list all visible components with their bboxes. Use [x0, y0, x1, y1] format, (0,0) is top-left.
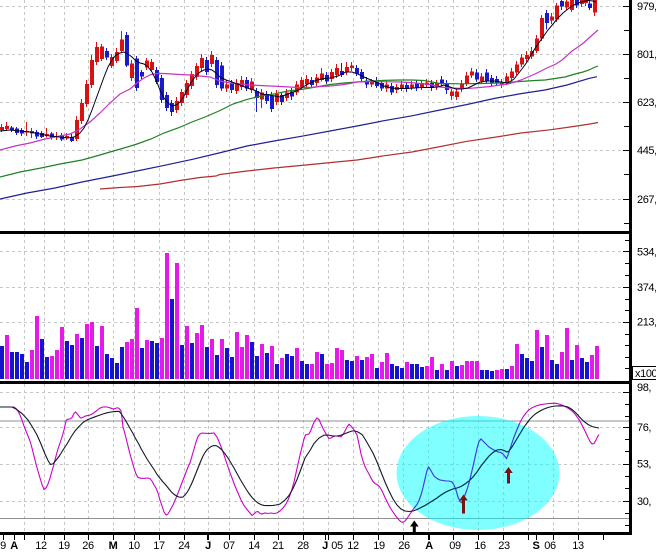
svg-text:979,: 979,: [637, 1, 656, 13]
svg-text:53,: 53,: [637, 459, 651, 471]
svg-text:19: 19: [373, 540, 385, 551]
svg-text:14: 14: [248, 540, 260, 551]
svg-text:98,: 98,: [637, 382, 651, 394]
svg-text:801,: 801,: [637, 49, 656, 61]
svg-text:19: 19: [58, 540, 70, 551]
svg-text:28: 28: [297, 540, 309, 551]
svg-text:9: 9: [0, 540, 6, 551]
svg-text:09: 09: [449, 540, 461, 551]
svg-text:213,: 213,: [637, 317, 656, 329]
svg-text:J: J: [205, 540, 211, 551]
svg-text:A: A: [425, 540, 433, 551]
svg-text:24: 24: [178, 540, 190, 551]
svg-text:534,: 534,: [637, 247, 656, 259]
svg-text:374,: 374,: [637, 282, 656, 294]
svg-text:30,: 30,: [637, 496, 651, 508]
svg-text:12: 12: [347, 540, 359, 551]
svg-text:26: 26: [398, 540, 410, 551]
svg-text:623,: 623,: [637, 97, 656, 109]
svg-text:23: 23: [498, 540, 510, 551]
svg-text:445,: 445,: [637, 145, 656, 157]
svg-text:M: M: [109, 540, 118, 551]
svg-text:16: 16: [474, 540, 486, 551]
svg-text:26: 26: [82, 540, 94, 551]
svg-text:A: A: [10, 540, 18, 551]
svg-text:21: 21: [272, 540, 284, 551]
svg-text:76,: 76,: [637, 422, 651, 434]
svg-text:17: 17: [153, 540, 165, 551]
svg-text:267,: 267,: [637, 194, 656, 206]
svg-text:13: 13: [572, 540, 584, 551]
svg-text:12: 12: [35, 540, 47, 551]
svg-text:S: S: [533, 540, 540, 551]
svg-text:05: 05: [331, 540, 343, 551]
svg-text:x100: x100: [635, 368, 656, 380]
svg-text:06: 06: [544, 540, 556, 551]
svg-text:J: J: [322, 540, 328, 551]
svg-text:10: 10: [128, 540, 140, 551]
svg-text:07: 07: [223, 540, 235, 551]
